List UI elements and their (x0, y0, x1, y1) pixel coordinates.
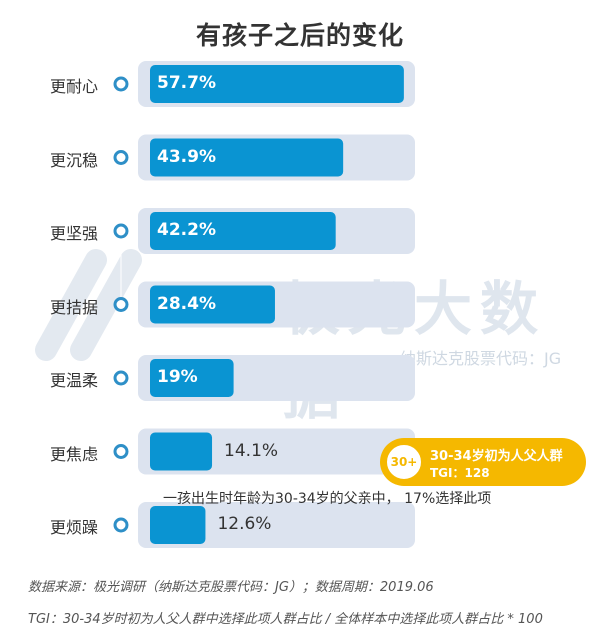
category-label: 更沉稳 (50, 150, 99, 170)
category-label: 更温柔 (50, 371, 99, 390)
watermark-logo (26, 240, 156, 374)
row-marker (113, 76, 129, 92)
category-label: 更坚强 (50, 224, 99, 243)
row-marker (113, 297, 129, 312)
value-label: 28.4% (157, 293, 216, 314)
row-marker (113, 223, 129, 239)
value-label: 12.6% (217, 514, 272, 534)
category-label: 更耐心 (50, 77, 99, 96)
bar (150, 65, 404, 103)
bar (150, 138, 344, 177)
value-label: 19% (157, 367, 198, 387)
row-marker (113, 444, 129, 459)
category-label: 更焦虑 (50, 444, 99, 464)
row-marker (113, 370, 129, 386)
value-label: 42.2% (157, 220, 216, 240)
footer-note: TGI：30-34岁时初为人父人群中选择此项人群占比 / 全体样本中选择此项人群… (28, 612, 543, 627)
footer-source: 数据来源：极光调研（纳斯达克股票代码：JG）；数据周期：2019.06 (28, 580, 434, 595)
category-label: 更拮据 (50, 297, 99, 317)
badge-age-label: 30+ (385, 443, 423, 481)
annotation: 一孩出生时年龄为30-34岁的父亲中， 17%选择此项 (163, 491, 492, 507)
row-marker (113, 150, 129, 165)
bar (150, 212, 336, 250)
badge-tgi: TGI：128 (430, 466, 490, 480)
value-label: 43.9% (157, 146, 216, 167)
value-label: 57.7% (157, 73, 216, 93)
bar (150, 432, 213, 471)
value-label: 14.1% (224, 440, 279, 461)
bar-track (138, 502, 415, 548)
badge-title: 30-34岁初为人父人群 (430, 449, 563, 464)
tgi-badge: 30+ 30-34岁初为人父人群 TGI：128 (380, 438, 586, 486)
bar (150, 359, 234, 397)
chart-title: 有孩子之后的变化 (195, 21, 404, 50)
row-marker (113, 517, 129, 533)
bar (150, 285, 275, 324)
bar (150, 506, 206, 544)
category-label: 更烦躁 (50, 518, 99, 537)
watermark-subtitle: 纳斯达克股票代码：JG (400, 349, 562, 368)
